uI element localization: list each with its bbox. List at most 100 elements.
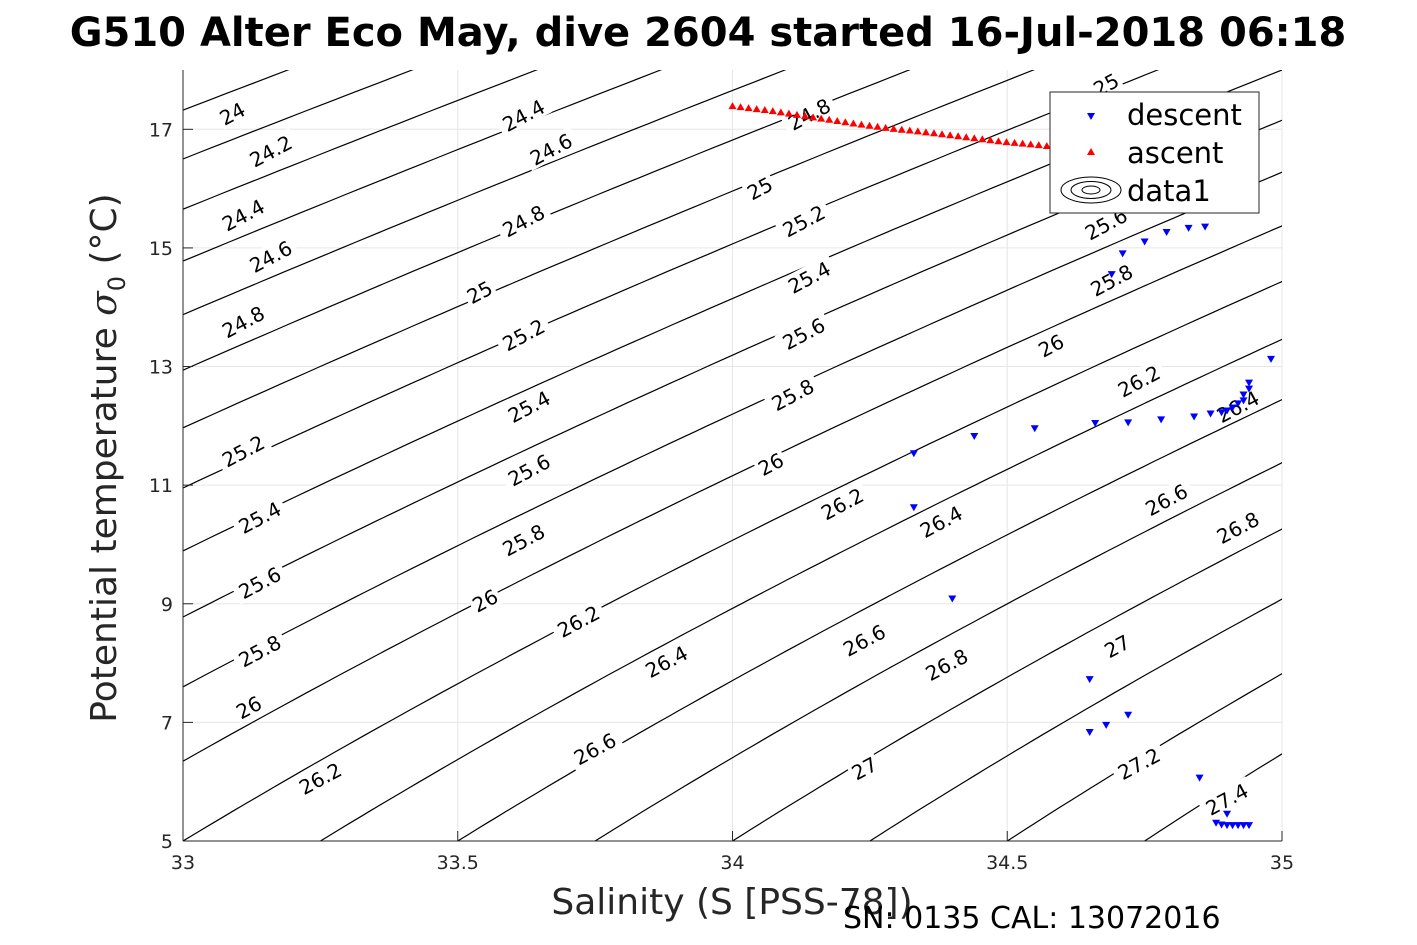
descent-point	[1228, 822, 1237, 830]
descent-point	[909, 450, 918, 458]
x-axis-label: Salinity (S [PSS-78])	[551, 882, 912, 923]
contour-line	[319, 338, 1282, 841]
ascent-point	[1018, 139, 1027, 147]
contour-label-bg	[812, 480, 871, 526]
legend-label-data1: data1	[1127, 174, 1211, 208]
y-tick-label: 7	[161, 712, 173, 734]
contour-line	[183, 70, 787, 316]
ascent-point	[760, 106, 769, 114]
legend-label-descent: descent	[1127, 98, 1242, 132]
descent-point	[1228, 404, 1237, 412]
ascent-point	[1042, 142, 1051, 150]
contour-label-bg	[213, 428, 272, 473]
descent-point	[1223, 810, 1232, 818]
ascent-point	[962, 133, 971, 141]
contour-line	[868, 598, 1282, 841]
ascent-point	[825, 115, 834, 123]
ascent-point	[857, 120, 866, 128]
y-tick-label: 13	[149, 357, 173, 379]
ascent-point	[801, 112, 810, 120]
chart-title: G510 Alter Eco May, dive 2604 started 16…	[70, 10, 1347, 56]
ascent-point	[929, 129, 938, 137]
descent-point	[1201, 223, 1210, 231]
legend-label-ascent: ascent	[1127, 136, 1223, 170]
contour-label-bg	[1137, 476, 1196, 522]
ascent-point	[986, 136, 995, 144]
x-tick-label: 35	[1270, 852, 1294, 874]
ascent-point	[881, 123, 890, 131]
contour-label-bg	[494, 197, 553, 243]
legend: descent ascent data1	[1049, 91, 1260, 214]
descent-point	[1239, 822, 1248, 830]
ascent-point	[1010, 138, 1019, 146]
ascent-point	[938, 130, 947, 138]
descent-point	[1245, 379, 1254, 387]
contour-label-bg	[834, 617, 893, 663]
descent-point	[1091, 419, 1100, 427]
descent-point	[1223, 822, 1232, 830]
contour-label-bg	[1098, 628, 1136, 663]
ascent-point	[841, 118, 850, 126]
y-tick-label: 15	[149, 238, 173, 260]
contour-label-bg	[763, 371, 822, 417]
contour-line	[183, 70, 663, 262]
legend-marker-ascent	[1087, 148, 1095, 155]
contour-label-bg	[911, 498, 970, 544]
contour-label-bg	[241, 233, 300, 279]
legend-marker-descent	[1087, 113, 1095, 120]
descent-point	[1157, 416, 1166, 424]
ascent-point	[946, 131, 955, 139]
axes	[182, 70, 1283, 842]
contour-label-bg	[779, 254, 838, 300]
contour-label-bg	[494, 311, 553, 357]
ascent-point	[978, 135, 987, 143]
ascent-point	[792, 110, 801, 118]
descent-point	[1206, 410, 1215, 418]
descent-point	[1245, 822, 1254, 830]
descent-point	[1239, 397, 1248, 405]
contour-line	[183, 70, 1282, 552]
contour-line	[183, 280, 1282, 841]
descent-point	[1184, 224, 1193, 232]
ascent-point	[921, 128, 930, 136]
ascent-point	[736, 103, 745, 111]
descent-point	[1212, 819, 1221, 827]
descent-point	[1245, 385, 1254, 393]
descent-point	[1234, 822, 1243, 830]
contour-label-bg	[230, 494, 289, 540]
contour-label-bg	[213, 192, 272, 237]
descent-point	[1118, 250, 1127, 258]
contour-label-bg	[1197, 776, 1256, 822]
contour-label-bg	[494, 92, 553, 138]
descent-point	[970, 433, 979, 441]
contour-line	[183, 70, 539, 210]
ascent-point	[970, 134, 979, 142]
ascent-point	[744, 104, 753, 112]
ascent-point	[889, 124, 898, 132]
legend-marker-contour-icon	[1060, 176, 1122, 204]
descent-point	[1162, 229, 1171, 237]
x-tick-label: 34	[720, 852, 744, 874]
y-axis-label: Potential temperature σ0 (°C)	[84, 193, 131, 722]
contour-line	[456, 398, 1282, 841]
ascent-point	[873, 122, 882, 130]
contour-label-bg	[637, 638, 696, 684]
contour-label-bg	[741, 170, 778, 205]
descent-point	[1107, 271, 1116, 279]
descent-point	[1085, 676, 1094, 684]
contour-label-bg	[290, 755, 349, 801]
contour-label-bg	[774, 310, 833, 356]
descent-point	[1267, 355, 1276, 363]
descent-point	[909, 504, 918, 512]
ascent-point	[784, 109, 793, 117]
contour-label-bg	[230, 689, 267, 724]
contour-label-bg	[774, 197, 833, 243]
descent-point	[1190, 413, 1199, 421]
descent-point	[1217, 409, 1226, 417]
contour-label-bg	[752, 446, 789, 481]
descent-point	[1030, 425, 1039, 433]
contour-label-bg	[779, 91, 838, 137]
contour-label-bg	[460, 274, 498, 309]
ascent-point	[728, 102, 737, 110]
